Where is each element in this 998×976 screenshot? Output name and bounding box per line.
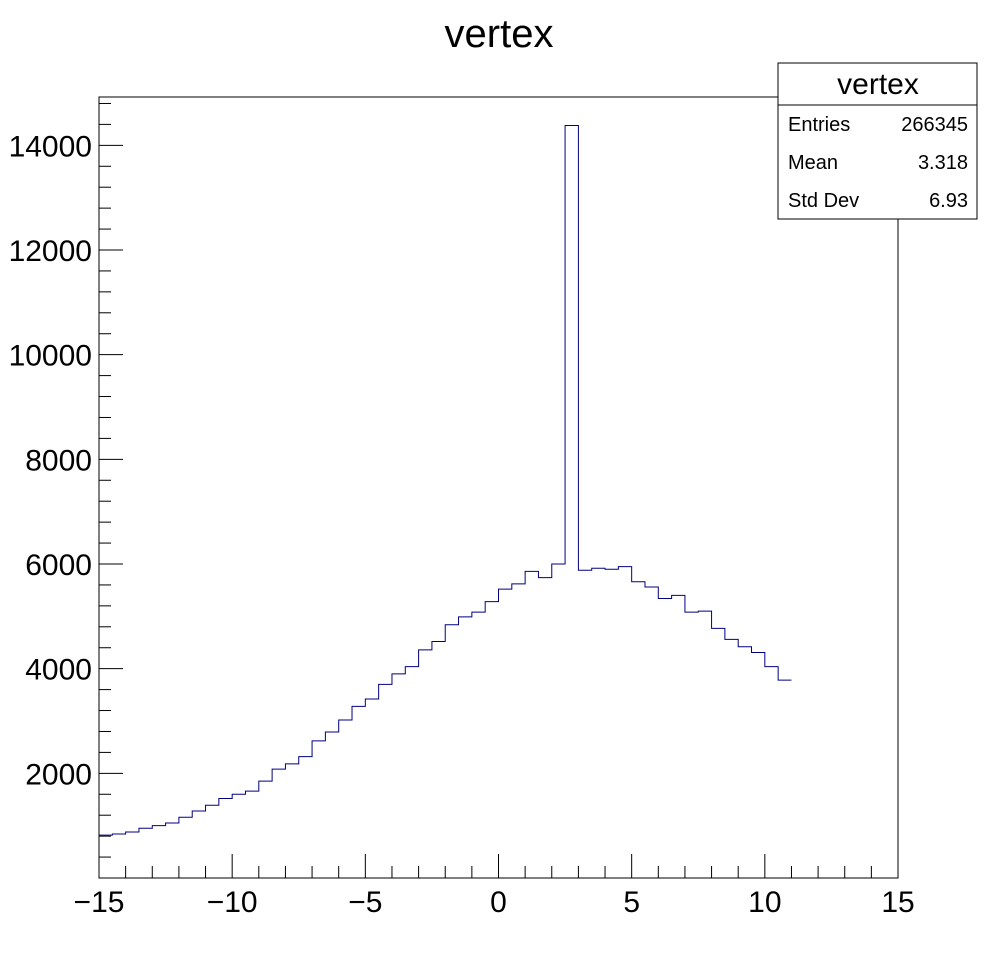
x-tick-label: −5: [348, 886, 382, 919]
y-tick-label: 14000: [9, 130, 92, 163]
y-tick-label: 12000: [9, 235, 92, 268]
x-tick-label: −10: [207, 886, 258, 919]
stats-box: vertex Entries 266345 Mean 3.318 Std Dev…: [777, 62, 978, 220]
x-tick-labels: −15 −10 −5 0 5 10 15: [74, 886, 915, 919]
y-tick-label: 4000: [25, 654, 92, 687]
y-tick-label: 2000: [25, 758, 92, 791]
chart-title: vertex: [445, 12, 554, 56]
y-tick-label: 6000: [25, 549, 92, 582]
stats-stddev-label: Std Dev: [788, 190, 859, 212]
stats-entries-value: 266345: [901, 114, 968, 136]
stats-mean-label: Mean: [788, 152, 838, 174]
y-tick-labels: 2000 4000 6000 8000 10000 12000 14000: [9, 130, 92, 791]
x-tick-label: 0: [490, 886, 507, 919]
stats-mean-value: 3.318: [918, 152, 968, 174]
y-tick-label: 8000: [25, 444, 92, 477]
x-tick-label: 10: [748, 886, 781, 919]
stats-box-title: vertex: [837, 68, 919, 101]
axis-ticks: [98, 102, 899, 878]
stats-stddev-value: 6.93: [929, 190, 968, 212]
stats-entries-label: Entries: [788, 114, 850, 136]
histogram-line: [99, 124, 792, 836]
stats-box-frame: [777, 62, 978, 220]
x-tick-label: 15: [881, 886, 914, 919]
x-tick-label: 5: [623, 886, 640, 919]
y-tick-label: 10000: [9, 340, 92, 373]
x-tick-label: −15: [74, 886, 125, 919]
